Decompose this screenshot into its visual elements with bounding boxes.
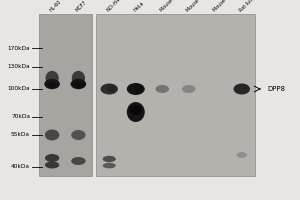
Ellipse shape <box>134 84 143 93</box>
Text: HeLa: HeLa <box>132 1 145 13</box>
Text: MCF7: MCF7 <box>75 0 88 13</box>
Text: 170kDa: 170kDa <box>8 46 30 50</box>
Ellipse shape <box>45 162 59 168</box>
Text: 55kDa: 55kDa <box>11 132 30 138</box>
Text: 40kDa: 40kDa <box>11 164 30 170</box>
Ellipse shape <box>233 83 250 94</box>
Ellipse shape <box>71 130 85 140</box>
Ellipse shape <box>44 79 60 89</box>
Text: 130kDa: 130kDa <box>8 64 30 70</box>
Ellipse shape <box>182 85 196 93</box>
Text: Rat lung: Rat lung <box>238 0 256 13</box>
Ellipse shape <box>107 85 116 93</box>
Text: DPP8: DPP8 <box>267 86 285 92</box>
Ellipse shape <box>103 163 116 168</box>
Text: NCI-H460: NCI-H460 <box>106 0 126 13</box>
Ellipse shape <box>74 82 83 88</box>
Text: Mouse brain: Mouse brain <box>159 0 184 13</box>
Ellipse shape <box>45 154 59 162</box>
Ellipse shape <box>127 102 145 122</box>
Ellipse shape <box>70 79 86 89</box>
Text: 100kDa: 100kDa <box>8 86 30 91</box>
Text: Mouse lung: Mouse lung <box>185 0 208 13</box>
Ellipse shape <box>46 71 59 85</box>
Ellipse shape <box>155 85 169 93</box>
Text: Mouse skeletal muscle: Mouse skeletal muscle <box>212 0 254 13</box>
Ellipse shape <box>127 83 145 95</box>
Ellipse shape <box>100 83 118 94</box>
Ellipse shape <box>72 71 85 85</box>
Ellipse shape <box>47 82 57 88</box>
Bar <box>39 14 92 176</box>
Ellipse shape <box>103 156 116 162</box>
Ellipse shape <box>236 152 247 158</box>
Ellipse shape <box>71 157 85 165</box>
Text: HL-60: HL-60 <box>49 0 62 13</box>
Text: 70kDa: 70kDa <box>11 114 30 119</box>
Ellipse shape <box>45 130 59 140</box>
Bar <box>96 14 255 176</box>
Ellipse shape <box>130 105 142 115</box>
